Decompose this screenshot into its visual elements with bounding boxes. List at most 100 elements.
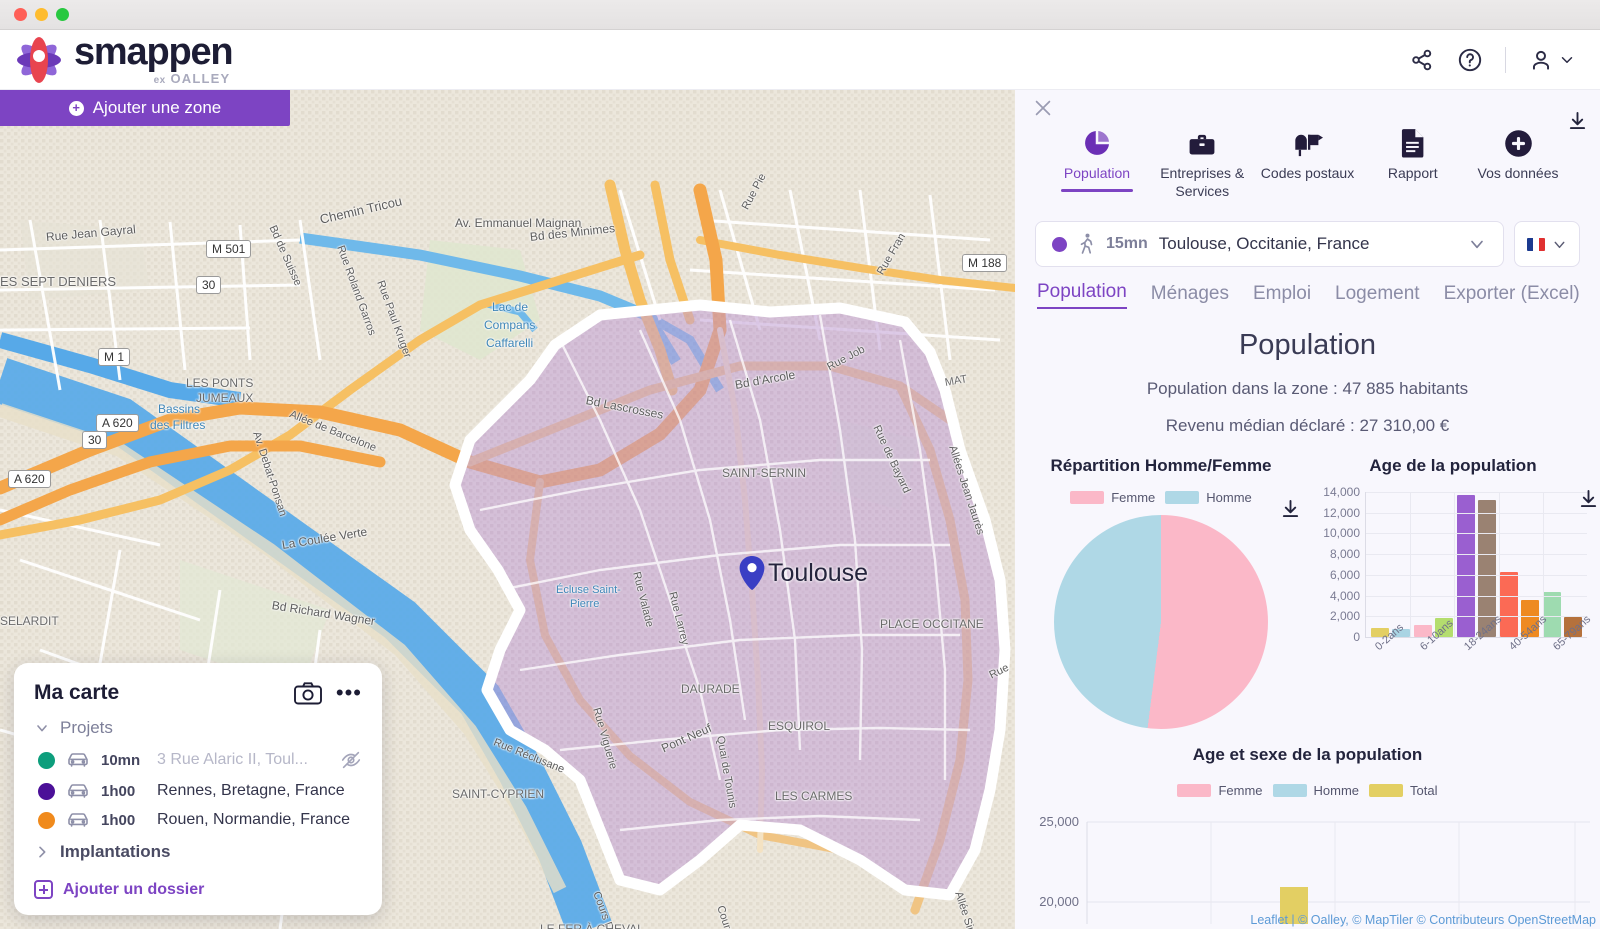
legend-item: Homme	[1165, 490, 1252, 505]
eye-off-icon[interactable]	[340, 749, 362, 771]
window-titlebar	[0, 0, 1600, 30]
help-circle-icon[interactable]	[1457, 47, 1483, 73]
y-tick-label: 12,000	[1323, 505, 1360, 520]
mode-label-entreprises-services: Entreprises & Services	[1160, 165, 1245, 199]
zone-select[interactable]: 15mn Toulouse, Occitanie, France	[1035, 221, 1504, 267]
chevron-down-icon	[1471, 240, 1483, 249]
download-icon[interactable]	[1569, 112, 1586, 130]
share-icon[interactable]	[1409, 47, 1435, 73]
add-folder-icon	[34, 880, 53, 899]
chart-title: Age et sexe de la population	[1192, 745, 1423, 764]
project-row[interactable]: 1h00 Rouen, Normandie, France	[34, 811, 362, 829]
project-name: 3 Rue Alaric II, Toul...	[157, 751, 308, 768]
chart-title: Age de la population	[1369, 456, 1537, 475]
add-folder-label: Ajouter un dossier	[63, 880, 205, 898]
add-zone-button[interactable]: + Ajouter une zone	[0, 90, 290, 126]
map-label: LES PONTS	[186, 376, 254, 390]
legend-swatch	[1272, 784, 1307, 797]
legend-label: Homme	[1313, 783, 1360, 798]
y-tick-label: 10,000	[1323, 526, 1360, 541]
project-row[interactable]: 1h00 Rennes, Bretagne, France	[34, 782, 362, 800]
tree-label-projets: Projets	[60, 718, 113, 737]
tree-label-implantations: Implantations	[60, 842, 171, 861]
car-icon	[68, 813, 88, 827]
subtab-exporter-excel[interactable]: Exporter (Excel)	[1443, 283, 1580, 304]
chart-repartition-homme-femme: Répartition Homme/Femme Femme Homme	[1015, 456, 1307, 729]
subtab-m-nages[interactable]: Ménages	[1150, 283, 1229, 304]
charts-row: Répartition Homme/Femme Femme Homme Age d…	[1015, 456, 1600, 729]
legend-swatch	[1177, 784, 1212, 797]
brand-logo[interactable]: smappen ex OALLEY	[14, 33, 234, 86]
map-marker-label: Toulouse	[768, 558, 869, 587]
map-label: Caffarelli	[486, 336, 534, 350]
map-label: Écluse Saint-	[556, 584, 621, 596]
more-options-icon[interactable]: •••	[335, 680, 362, 705]
user-menu-button[interactable]	[1528, 47, 1576, 73]
subtab-emploi[interactable]: Emploi	[1252, 283, 1312, 304]
tree-group-implantations[interactable]: Implantations	[34, 842, 362, 862]
attribution-text[interactable]: Leaflet | © Oalley, © MapTiler © Contrib…	[1250, 913, 1596, 927]
user-icon	[1532, 50, 1550, 70]
map-label: PLACE OCCITANE	[880, 617, 984, 631]
gridline	[1366, 595, 1587, 597]
map-label: LES CARMES	[775, 789, 853, 803]
page-title: Population	[1238, 329, 1377, 361]
france-flag-icon	[1526, 237, 1545, 251]
map-container[interactable]: Chemin Tricou Av. Emmanuel Maignan Bd des …	[0, 90, 1015, 929]
mode-tab-rapport[interactable]: Rapport	[1363, 128, 1463, 192]
walking-icon	[1080, 233, 1093, 254]
bar	[1499, 571, 1518, 637]
map-road-badge: 30	[82, 431, 108, 449]
mailbox-icon	[1293, 128, 1323, 158]
map-marker-toulouse[interactable]: Toulouse	[738, 555, 868, 591]
y-tick-label: 0	[1353, 630, 1360, 644]
subtab-logement[interactable]: Logement	[1335, 283, 1420, 304]
map-canvas	[0, 90, 1015, 929]
map-road-badge: M 188	[962, 254, 1008, 272]
y-tick-label: 2,000	[1329, 609, 1360, 624]
gridline-vertical	[1410, 492, 1412, 637]
mode-tab-population[interactable]: Population	[1047, 128, 1147, 192]
mode-tab-vos-donnees[interactable]: Vos données	[1468, 128, 1568, 192]
bar	[1456, 495, 1475, 637]
gridline-vertical	[1454, 492, 1456, 637]
download-icon[interactable]	[1282, 500, 1299, 518]
chart-age-population: Age de la population 0 2,000 4,000 6,000 8,0…	[1307, 456, 1599, 729]
zone-name: Toulouse, Occitanie, France	[1158, 234, 1370, 253]
zone-selector-bar: 15mn Toulouse, Occitanie, France	[1015, 209, 1600, 267]
country-select[interactable]	[1514, 221, 1580, 267]
smappen-logo-icon	[14, 35, 64, 85]
close-icon[interactable]	[1032, 97, 1054, 119]
download-icon[interactable]	[1580, 490, 1597, 508]
add-zone-label: Ajouter une zone	[92, 98, 222, 117]
map-label: SAINT-CYPRIEN	[452, 787, 545, 801]
tree-group-projets[interactable]: Projets	[34, 718, 362, 738]
bar	[1413, 625, 1432, 637]
map-label: SELARDIT	[0, 614, 59, 628]
map-road-badge: M 501	[206, 240, 252, 258]
brand-sub-prefix: ex	[153, 75, 166, 86]
map-label: JUMEAUX	[196, 391, 254, 405]
pie-chart-icon	[1082, 128, 1112, 158]
briefcase-icon	[1187, 128, 1217, 158]
bar-x-axis-labels: 0-2ans 6-10ans 18-24ans 40-54ans 65-79ans	[1365, 613, 1593, 674]
document-icon	[1400, 128, 1426, 158]
mode-tab-entreprises-services[interactable]: Entreprises & Services	[1152, 128, 1252, 209]
chevron-down-icon	[1554, 241, 1564, 248]
project-row[interactable]: 10mn 3 Rue Alaric II, Toul...	[34, 749, 362, 771]
project-color-dot	[38, 782, 55, 800]
add-folder-button[interactable]: Ajouter un dossier	[34, 880, 362, 899]
window-maximize-button[interactable]	[56, 8, 69, 21]
mode-tab-codes-postaux[interactable]: Codes postaux	[1258, 128, 1358, 192]
mode-label-population: Population	[1063, 165, 1131, 181]
legend-item: Homme	[1272, 783, 1360, 798]
legend-label: Femme	[1218, 783, 1263, 798]
project-name: Rouen, Normandie, France	[157, 811, 350, 828]
brand-subtitle: ex OALLEY	[154, 72, 233, 86]
legend-item: Femme	[1070, 490, 1155, 505]
insights-panel: Population Entreprises & Services	[1015, 90, 1600, 929]
window-minimize-button[interactable]	[35, 8, 48, 21]
camera-icon[interactable]	[293, 681, 322, 705]
window-close-button[interactable]	[14, 8, 27, 21]
subtab-population[interactable]: Population	[1037, 281, 1127, 309]
